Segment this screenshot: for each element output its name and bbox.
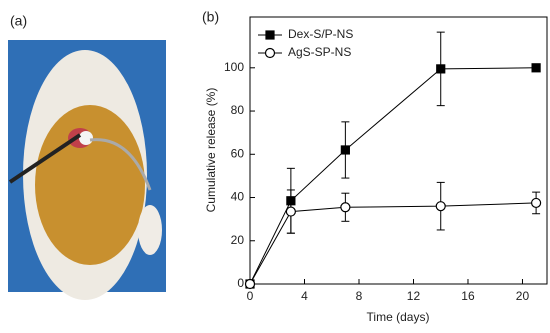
y-tick-label: 40 [231, 190, 245, 204]
x-tick-label: 8 [356, 289, 363, 303]
x-tick-label: 20 [516, 289, 530, 303]
y-tick-label: 80 [231, 103, 245, 117]
plot-frame [249, 16, 548, 285]
panel-label: (a) [10, 13, 27, 29]
shaved-area [35, 105, 145, 265]
data-point [436, 64, 446, 74]
legend-label: Dex-S/P-NS [288, 27, 353, 41]
data-point [244, 278, 256, 290]
y-tick-label: 60 [231, 146, 245, 160]
x-tick-label: 0 [247, 289, 254, 303]
panel-label: (b) [202, 9, 219, 25]
disc [79, 131, 93, 145]
data-point [340, 202, 351, 213]
x-tick-label: 12 [407, 289, 421, 303]
glove [138, 205, 162, 255]
y-tick-label: 0 [237, 276, 244, 290]
legend-marker [264, 47, 276, 59]
forceps [8, 133, 82, 184]
series-line [249, 67, 537, 285]
instrument [89, 138, 152, 191]
data-point [531, 63, 541, 73]
data-point [340, 145, 350, 155]
photo [8, 40, 166, 300]
data-point [531, 197, 542, 209]
data-point [285, 206, 296, 217]
y-axis-label: Cumulative release (%) [204, 88, 218, 213]
x-tick-label: 4 [301, 289, 308, 303]
y-tick-label: 20 [231, 233, 245, 247]
y-tick-label: 100 [224, 60, 244, 74]
data-point [435, 201, 446, 212]
x-tick-label: 16 [461, 289, 475, 303]
legend-label: AgS-SP-NS [288, 45, 351, 59]
x-axis-label: Time (days) [367, 310, 430, 324]
legend-marker [265, 30, 275, 40]
